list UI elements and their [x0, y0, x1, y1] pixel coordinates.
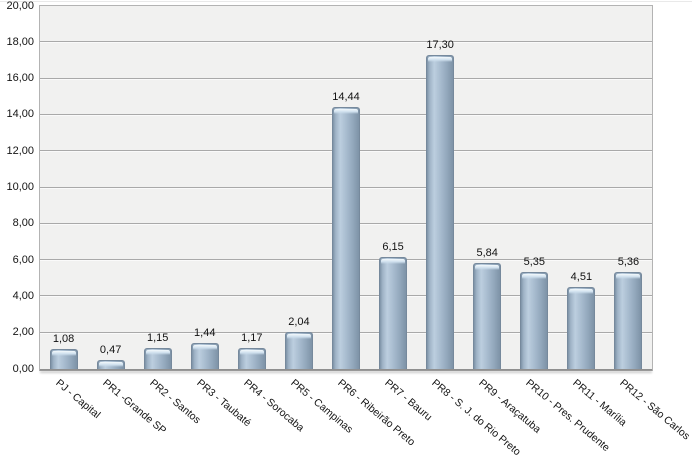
bar	[284, 331, 313, 369]
bar	[614, 271, 643, 369]
bar-value-label: 1,44	[194, 326, 216, 339]
gridline	[40, 41, 652, 43]
bar-value-label: 5,36	[617, 255, 640, 268]
y-axis-tick-label: 8,00	[12, 217, 34, 230]
y-axis-tick-label: 0,00	[12, 362, 34, 375]
bar-value-label: 2,04	[288, 315, 310, 328]
y-axis-tick-label: 14,00	[6, 108, 34, 121]
y-axis-tick-label: 2,00	[12, 326, 34, 339]
y-axis-tick-label: 12,00	[6, 144, 34, 157]
y-axis-tick-label: 10,00	[6, 181, 34, 193]
bar-value-label: 0,47	[99, 344, 122, 357]
plot-area: 1,08 0,47 1,15 1,44 1,17 2,04 14,44 6,15 17,30 5,…	[39, 5, 653, 371]
y-axis-tick-label: 4,00	[12, 289, 34, 302]
bar	[190, 342, 219, 369]
bar	[426, 55, 455, 369]
gridline	[40, 77, 652, 79]
bar	[237, 347, 266, 369]
bar-value-label: 5,35	[523, 255, 546, 268]
x-axis-category-label: PR12 - São Carlos	[617, 377, 692, 443]
bar	[567, 287, 596, 369]
x-axis-category-label: PR6 - Ribeirão Preto	[335, 377, 418, 449]
bar-value-label: 1,15	[146, 332, 169, 345]
x-axis-line	[40, 369, 652, 371]
bar	[520, 271, 549, 369]
bar	[143, 348, 172, 369]
bar	[473, 263, 502, 369]
bar-value-label: 5,84	[476, 247, 498, 260]
bar	[332, 106, 360, 369]
bar-value-label: 1,17	[241, 331, 263, 344]
x-axis-category-label: PR10 - Pres. Prudente	[523, 377, 613, 455]
y-axis-tick-label: 16,00	[6, 72, 34, 85]
x-axis-category-label: PR8 - S. J. do Rio Preto	[429, 377, 523, 459]
bar	[379, 257, 408, 369]
chart-top-edge	[0, 1, 692, 2]
x-axis-category-label: PJ - Capital	[52, 377, 103, 422]
bar-value-label: 17,30	[426, 39, 454, 52]
bar	[96, 360, 125, 369]
bar-value-label: 6,15	[382, 241, 404, 254]
y-axis-tick-label: 6,00	[12, 253, 34, 266]
y-axis-tick-label: 18,00	[6, 35, 34, 48]
bar-value-label: 1,08	[52, 333, 75, 346]
bar	[49, 349, 78, 369]
y-axis-tick-label: 20,00	[6, 0, 34, 12]
bar-value-label: 14,44	[332, 90, 360, 103]
bar-value-label: 4,51	[570, 271, 593, 284]
